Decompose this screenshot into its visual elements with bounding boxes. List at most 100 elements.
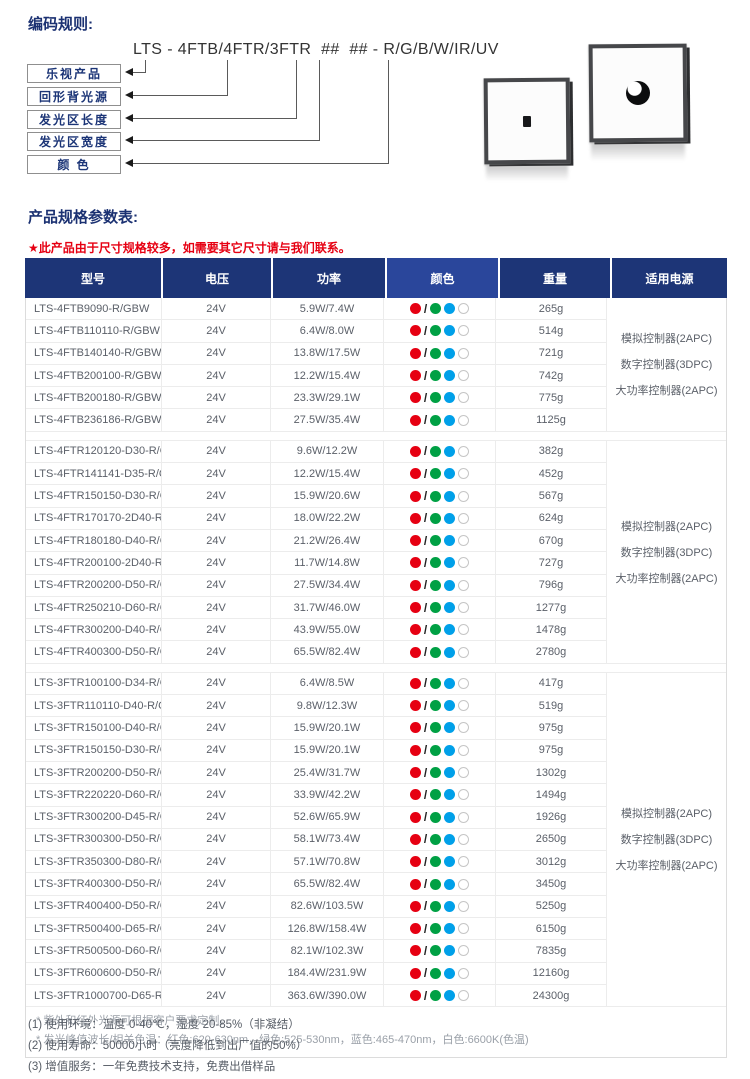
model-cell: LTS-4FTB200100-R/GBW [26,364,162,387]
color-cell: / [384,619,496,641]
color-separator: / [423,921,428,936]
color-separator: / [423,966,428,981]
coding-rule-diagram: 编码规则: LTS - 4FTB/4FTR/3FTR ## ## - R/G/B… [0,0,750,200]
green-dot-icon [429,512,441,524]
red-dot-icon [410,856,422,868]
color-separator: / [423,466,428,481]
model-code-string: LTS - 4FTB/4FTR/3FTR ## ## - R/G/B/W/IR/… [133,41,499,58]
power-cell: 5.9W/7.4W [271,298,384,320]
color-separator: / [423,578,428,593]
color-cell: / [384,507,496,529]
spec-table: 型号 电压 功率 颜色 重量 适用电源 LTS-4FTB9090-R/GBW 24… [25,258,727,1059]
red-dot-icon [410,833,422,845]
red-dot-icon [410,945,422,957]
coding-rule-title: 编码规则: [28,16,93,33]
connector-line [133,60,146,73]
model-cell: LTS-4FTB110110-R/GBW [26,320,162,342]
weight-cell: 1478g [496,619,607,641]
weight-cell: 519g [496,695,607,717]
green-dot-icon [429,900,441,912]
weight-cell: 2650g [496,828,607,851]
red-dot-icon [410,370,422,382]
color-separator: / [423,489,428,504]
color-separator: / [423,765,428,780]
weight-cell: 975g [496,717,607,739]
table-note: * 紫外和红外光源可根据客户要求定制。 [36,1015,231,1028]
white-dot-icon [457,923,469,935]
arrow-left-icon [125,114,133,122]
green-dot-icon [429,445,441,457]
white-dot-icon [457,722,469,734]
blue-dot-icon [443,370,455,382]
color-cell: / [384,574,496,596]
color-cell: / [384,440,496,463]
weight-cell: 1125g [496,409,607,431]
voltage-cell: 24V [162,784,271,806]
blue-dot-icon [443,624,455,636]
power-supply-cell: 模拟控制器(2APC) 数字控制器(3DPC) 大功率控制器(2APC) [607,673,726,1008]
blue-dot-icon [443,602,455,613]
color-cell: / [384,320,496,342]
table-row: LTS-3FTR400400-D50-R/GBW24V82.6W/103.5W /… [26,895,607,919]
blue-dot-icon [443,833,455,845]
voltage-cell: 24V [162,895,271,918]
white-dot-icon [457,370,469,382]
white-dot-icon [457,303,469,315]
white-dot-icon [457,677,469,689]
panel-center-hole [625,80,651,106]
color-cell: / [384,895,496,918]
table-row: LTS-3FTR1000700-D65-R/GBW24V363.6W/390.0… [26,984,607,1008]
green-dot-icon [429,370,441,382]
weight-cell: 624g [496,507,607,529]
white-dot-icon [457,811,469,823]
red-dot-icon [410,557,422,569]
white-dot-icon [457,833,469,845]
table-row: LTS-3FTR110110-D40-R/GBW24V9.8W/12.3W / 51… [26,695,607,718]
model-cell: LTS-4FTR150150-D30-R/GBW [26,485,162,507]
foot-note: (2) 使用寿命：50000小时（亮度降低到出厂值的50%） [28,1040,308,1052]
connector-line [133,60,320,141]
model-cell: LTS-3FTR300200-D45-R/GBW [26,806,162,828]
color-separator: / [423,810,428,825]
color-cell: / [384,806,496,828]
weight-cell: 775g [496,387,607,409]
white-dot-icon [457,878,469,890]
green-dot-icon [429,856,441,868]
blue-dot-icon [443,923,455,935]
table-row: LTS-3FTR300300-D50-R/GBW24V58.1W/73.4W / 2… [26,828,607,852]
table-row: LTS-4FTR150150-D30-R/GBW24V15.9W/20.6W / 5… [26,485,607,508]
blue-dot-icon [443,512,455,524]
foot-note: (3) 增值服务：一年免费技术支持，免费出借样品 [28,1061,276,1073]
table-row: LTS-3FTR500400-D65-R/GBW24V126.8W/158.4W… [26,918,607,941]
label-box-length: 发光区长度 [27,110,121,129]
blue-dot-icon [443,967,455,979]
weight-cell: 670g [496,529,607,552]
arrow-left-icon [125,68,133,76]
red-dot-icon [410,512,422,524]
model-cell: LTS-3FTR220220-D60-R/GBW [26,784,162,806]
blue-dot-icon [443,900,455,912]
white-dot-icon [457,512,469,524]
white-dot-icon [457,900,469,912]
table-row: LTS-4FTB236186-R/GBW 24V 27.5W/35.4W / 1125g [26,409,607,432]
color-separator: / [423,600,428,615]
power-cell: 15.9W/20.6W [271,485,384,507]
white-dot-icon [457,535,469,547]
voltage-cell: 24V [162,463,271,485]
table-row: LTS-3FTR400300-D50-R/GBW24V65.5W/82.4W / 3… [26,873,607,896]
power-cell: 6.4W/8.5W [271,672,384,695]
table-header-row: 型号 电压 功率 颜色 重量 适用电源 [25,258,727,298]
green-dot-icon [429,535,441,547]
power-cell: 65.5W/82.4W [271,873,384,895]
color-cell: / [384,409,496,431]
connector-line [133,60,297,119]
color-separator: / [423,301,428,316]
blue-dot-icon [443,811,455,823]
weight-cell: 5250g [496,895,607,918]
weight-cell: 12160g [496,962,607,984]
color-cell: / [384,485,496,507]
color-separator: / [423,622,428,637]
color-separator: / [423,390,428,405]
weight-cell: 796g [496,574,607,596]
